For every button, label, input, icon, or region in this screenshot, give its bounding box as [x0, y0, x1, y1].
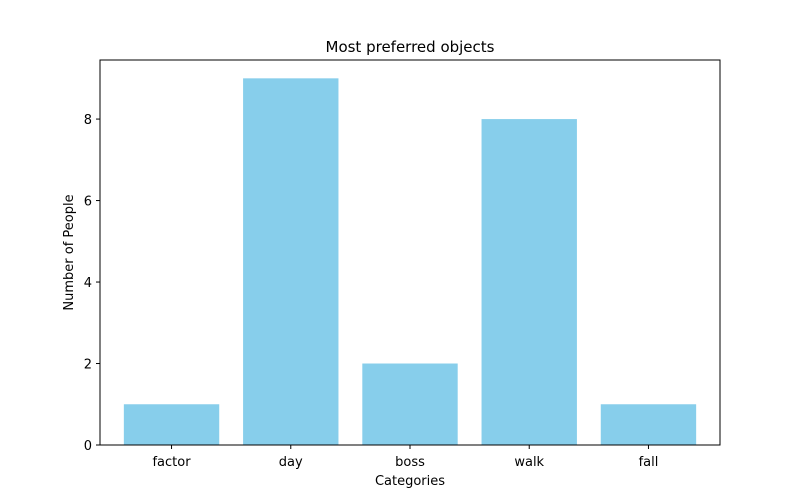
x-tick-label: walk: [514, 455, 544, 470]
y-axis-ticks: 0 2 4 6 8: [84, 113, 100, 454]
plot-frame: [99, 59, 721, 446]
x-tick-label: fall: [639, 455, 659, 470]
bar-day: [243, 78, 339, 445]
bar-fall: [600, 404, 697, 445]
x-axis-label: Categories: [375, 474, 445, 489]
bars-group: [123, 78, 697, 446]
y-tick-label: 0: [84, 439, 92, 454]
x-tick-label: day: [279, 455, 303, 470]
bar-boss: [362, 363, 458, 445]
y-tick-label: 8: [84, 113, 92, 128]
bar-walk: [481, 119, 577, 446]
chart-title: Most preferred objects: [326, 38, 495, 56]
y-tick-label: 2: [84, 358, 92, 373]
x-axis-ticks: factor day boss walk fall: [152, 445, 658, 470]
y-tick-label: 4: [84, 276, 92, 291]
y-tick-label: 6: [84, 195, 92, 210]
bar-factor: [123, 404, 220, 445]
y-axis-label: Number of People: [62, 194, 77, 310]
x-tick-label: factor: [152, 455, 191, 470]
x-tick-label: boss: [395, 455, 425, 470]
